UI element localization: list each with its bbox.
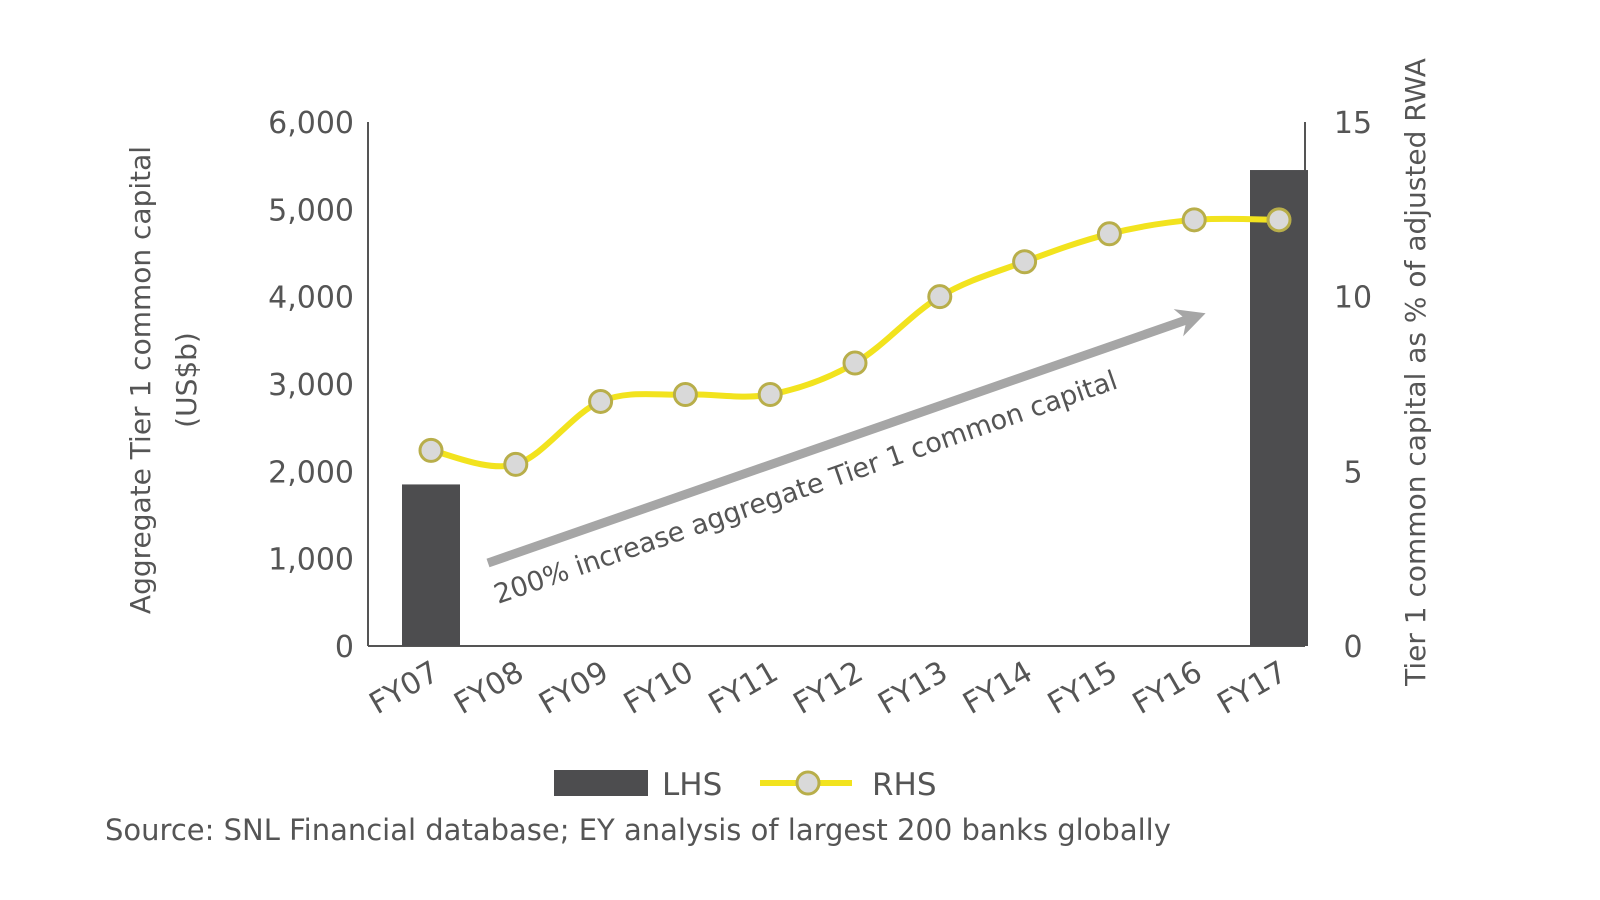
point-fy09 [588, 388, 614, 414]
legend-swatch-lhs [554, 770, 648, 796]
point-fy14 [1012, 249, 1038, 275]
x-tick-label: FY10 [618, 655, 699, 722]
x-tick-label: FY09 [533, 655, 614, 722]
y-axis-title-line-2: (US$b) [170, 332, 203, 428]
point-fy15 [1096, 221, 1122, 247]
point-fy08 [503, 451, 529, 477]
left-axis-ticks: 0 1,000 2,000 3,000 4,000 5,000 6,000 [268, 106, 354, 665]
y2-tick-label: 5 [1343, 455, 1362, 490]
legend-label-rhs: RHS [872, 767, 937, 803]
x-tick-label: FY12 [788, 655, 869, 722]
y-tick-label: 3,000 [268, 368, 354, 403]
point-fy13 [927, 284, 953, 310]
source-note: Source: SNL Financial database; EY analy… [105, 813, 1171, 847]
bar-series-lhs [402, 170, 1308, 647]
y2-tick-label: 15 [1334, 106, 1372, 141]
x-axis-ticks: FY07 FY08 FY09 FY10 FY11 FY12 FY13 FY14 FY15 FY16… [364, 655, 1293, 722]
line-series-rhs [428, 215, 1282, 470]
x-tick-label: FY16 [1127, 655, 1208, 722]
bar-fy17 [1250, 170, 1308, 647]
y-tick-label: 1,000 [268, 543, 354, 578]
y-tick-label: 5,000 [268, 193, 354, 228]
point-fy12 [842, 350, 868, 376]
legend-swatch-rhs-marker [795, 770, 821, 796]
legend: LHS RHS [554, 767, 937, 803]
y2-tick-label: 10 [1334, 281, 1372, 316]
trend-arrow [486, 309, 1206, 568]
x-tick-label: FY11 [703, 655, 784, 722]
line-series-rhs-points [418, 207, 1292, 477]
y-axis-title-line-1: Aggregate Tier 1 common capital [124, 146, 157, 614]
x-tick-label: FY13 [872, 655, 953, 722]
y-tick-label: 2,000 [268, 455, 354, 490]
x-tick-label: FY17 [1212, 655, 1293, 722]
bar-fy07 [402, 484, 460, 646]
x-tick-label: FY14 [957, 655, 1038, 722]
legend-label-lhs: LHS [662, 767, 722, 803]
point-fy10 [672, 381, 698, 407]
point-fy16 [1181, 207, 1207, 233]
x-tick-label: FY08 [448, 655, 529, 722]
right-axis-ticks: 0 5 10 15 [1334, 106, 1372, 665]
trend-annotation: 200% increase aggregate Tier 1 common ca… [490, 365, 1121, 611]
point-fy11 [757, 381, 783, 407]
point-fy17 [1266, 207, 1292, 233]
y-tick-label: 0 [335, 630, 354, 665]
y-tick-label: 6,000 [268, 106, 354, 141]
y2-tick-label: 0 [1343, 630, 1362, 665]
y-tick-label: 4,000 [268, 281, 354, 316]
point-fy07 [418, 437, 444, 463]
x-tick-label: FY15 [1042, 655, 1123, 722]
x-tick-label: FY07 [364, 655, 445, 722]
y2-axis-title: Tier 1 common capital as % of adjusted R… [1399, 58, 1432, 687]
